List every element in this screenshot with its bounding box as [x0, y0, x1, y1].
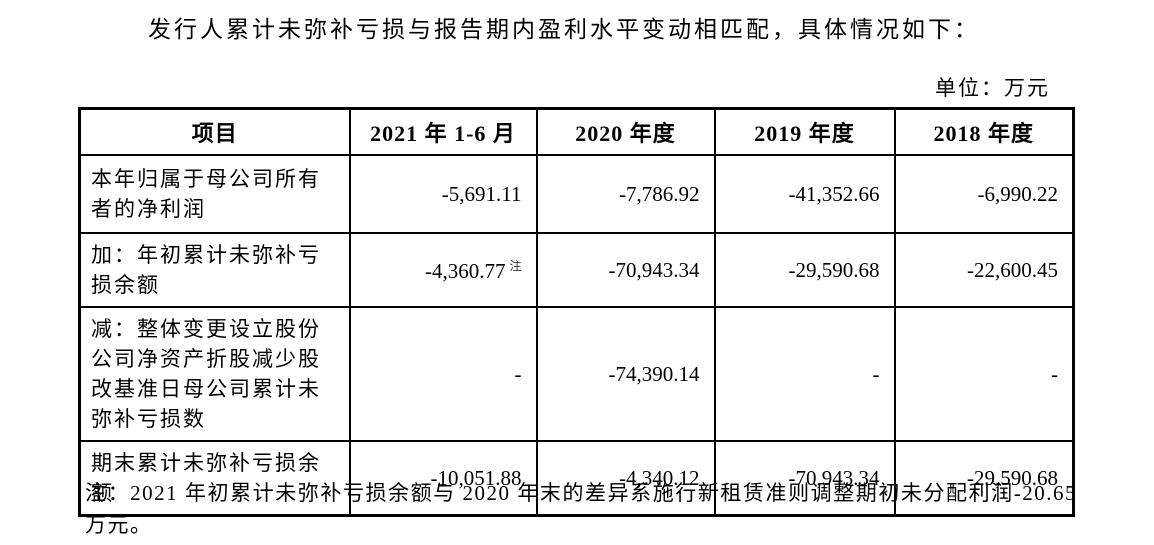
footnote: 注：2021 年初累计未弥补亏损余额与 2020 年末的差异系施行新租赁准则调整… [85, 481, 1077, 537]
col-header-2018: 2018 年度 [893, 107, 1075, 156]
cell-value: -6,990.22 [893, 154, 1075, 234]
row-label: 减：整体变更设立股份公司净资产折股减少股改基准日母公司累计未弥补亏损数 [78, 306, 351, 442]
unit-label: 单位：万元 [935, 76, 1050, 100]
cell-value: -5,691.11 [348, 154, 538, 234]
cell-value: - [893, 306, 1075, 442]
table-row-reorganization-deduction: 减：整体变更设立股份公司净资产折股减少股改基准日母公司累计未弥补亏损数 - -7… [78, 306, 1075, 442]
cell-value: -22,600.45 [893, 232, 1075, 308]
table-row-ending-balance: 期末累计未弥补亏损余额 -10,051.88 -4,340.12 -70,943… [78, 440, 1075, 517]
section-title: 发行人累计未弥补亏损与报告期内盈利水平变动相匹配，具体情况如下： [148, 17, 980, 42]
cell-value: -70,943.34 [535, 232, 716, 308]
row-label: 加：年初累计未弥补亏损余额 [78, 232, 351, 308]
cell-value: -4,360.77 注 [348, 232, 538, 308]
cell-value: -29,590.68 [713, 232, 896, 308]
note-superscript: 注 [509, 258, 522, 273]
col-header-2019: 2019 年度 [713, 107, 896, 156]
cell-value: -29,590.68 [893, 440, 1075, 517]
cell-number: -4,360.77 [424, 258, 506, 283]
table-row-beginning-balance: 加：年初累计未弥补亏损余额 -4,360.77 注 -70,943.34 -29,… [78, 232, 1075, 308]
table-header-row: 项目 2021 年 1-6 月 2020 年度 2019 年度 2018 年度 [78, 107, 1075, 156]
cell-value: - [713, 306, 896, 442]
col-header-2020: 2020 年度 [535, 107, 716, 156]
col-header-2021h1: 2021 年 1-6 月 [348, 107, 538, 156]
row-label: 期末累计未弥补亏损余额 [78, 440, 351, 517]
table-row-net-profit: 本年归属于母公司所有者的净利润 -5,691.11 -7,786.92 -41,… [78, 154, 1075, 234]
cell-value: -74,390.14 [535, 306, 716, 442]
cell-value: -70,943.34 [713, 440, 896, 517]
cell-value: -41,352.66 [713, 154, 896, 234]
cell-value: - [348, 306, 538, 442]
row-label: 本年归属于母公司所有者的净利润 [78, 154, 351, 234]
cell-value: -10,051.88 [348, 440, 538, 517]
cell-value: -4,340.12 [535, 440, 716, 517]
accumulated-loss-table: 项目 2021 年 1-6 月 2020 年度 2019 年度 2018 年度 … [78, 107, 1075, 517]
cell-value: -7,786.92 [535, 154, 716, 234]
col-header-item: 项目 [78, 107, 351, 156]
